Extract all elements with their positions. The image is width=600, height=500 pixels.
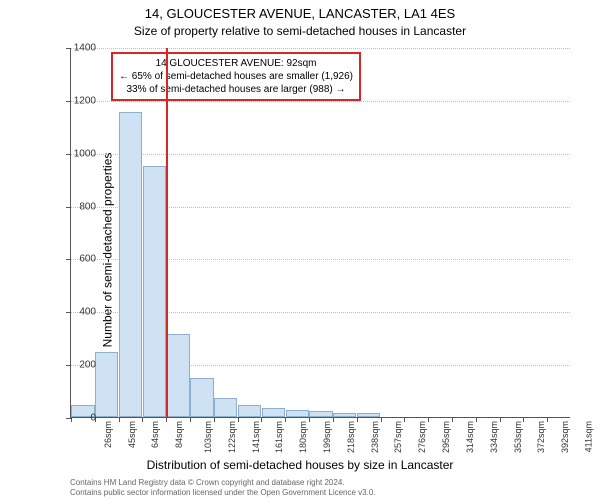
xtick-mark xyxy=(404,417,405,422)
xtick-mark xyxy=(500,417,501,422)
xtick-label: 199sqm xyxy=(322,421,332,453)
histogram-bar xyxy=(166,334,189,417)
xtick-mark xyxy=(190,417,191,422)
chart-subtitle: Size of property relative to semi-detach… xyxy=(0,23,600,38)
xtick-label: 334sqm xyxy=(489,421,499,453)
ytick-label: 0 xyxy=(36,413,96,424)
xtick-mark xyxy=(166,417,167,422)
chart-title: 14, GLOUCESTER AVENUE, LANCASTER, LA1 4E… xyxy=(0,0,600,23)
xtick-label: 353sqm xyxy=(513,421,523,453)
xtick-mark xyxy=(214,417,215,422)
xtick-mark xyxy=(119,417,120,422)
ytick-label: 1200 xyxy=(36,95,96,106)
xtick-label: 26sqm xyxy=(103,421,113,448)
histogram-bar xyxy=(119,112,142,417)
xtick-label: 141sqm xyxy=(251,421,261,453)
gridline xyxy=(71,154,570,155)
xtick-label: 276sqm xyxy=(417,421,427,453)
xtick-mark xyxy=(238,417,239,422)
xtick-mark xyxy=(142,417,143,422)
xtick-label: 238sqm xyxy=(370,421,380,453)
histogram-bar xyxy=(333,413,356,417)
xtick-label: 122sqm xyxy=(227,421,237,453)
histogram-bar xyxy=(214,398,237,417)
xtick-mark xyxy=(452,417,453,422)
annotation-line2: ← 65% of semi-detached houses are smalle… xyxy=(119,70,353,83)
xtick-label: 218sqm xyxy=(346,421,356,453)
xtick-label: 392sqm xyxy=(560,421,570,453)
ytick-label: 400 xyxy=(36,307,96,318)
xtick-label: 314sqm xyxy=(465,421,475,453)
property-marker-line xyxy=(166,48,168,417)
ytick-label: 200 xyxy=(36,360,96,371)
xtick-mark xyxy=(333,417,334,422)
chart-container: 14, GLOUCESTER AVENUE, LANCASTER, LA1 4E… xyxy=(0,0,600,500)
xtick-label: 295sqm xyxy=(441,421,451,453)
xtick-label: 372sqm xyxy=(536,421,546,453)
x-axis-label: Distribution of semi-detached houses by … xyxy=(0,458,600,472)
xtick-mark xyxy=(357,417,358,422)
xtick-mark xyxy=(476,417,477,422)
xtick-label: 180sqm xyxy=(298,421,308,453)
xtick-label: 411sqm xyxy=(583,421,593,452)
xtick-label: 84sqm xyxy=(174,421,184,448)
annotation-box: 14 GLOUCESTER AVENUE: 92sqm ← 65% of sem… xyxy=(111,52,361,101)
gridline xyxy=(71,101,570,102)
attribution: Contains HM Land Registry data © Crown c… xyxy=(70,478,570,497)
histogram-bar xyxy=(190,378,213,417)
xtick-mark xyxy=(547,417,548,422)
annotation-line1: 14 GLOUCESTER AVENUE: 92sqm xyxy=(119,57,353,70)
attribution-line1: Contains HM Land Registry data © Crown c… xyxy=(70,478,570,488)
annotation-line3: 33% of semi-detached houses are larger (… xyxy=(119,83,353,96)
xtick-mark xyxy=(309,417,310,422)
xtick-label: 103sqm xyxy=(203,421,213,453)
histogram-bar xyxy=(238,405,261,417)
attribution-line2: Contains public sector information licen… xyxy=(70,488,570,498)
ytick-label: 600 xyxy=(36,254,96,265)
ytick-label: 1400 xyxy=(36,43,96,54)
xtick-label: 64sqm xyxy=(150,421,160,448)
gridline xyxy=(71,48,570,49)
xtick-label: 257sqm xyxy=(394,421,404,453)
xtick-mark xyxy=(261,417,262,422)
plot-area: 14 GLOUCESTER AVENUE: 92sqm ← 65% of sem… xyxy=(70,48,570,418)
xtick-mark xyxy=(285,417,286,422)
xtick-label: 45sqm xyxy=(127,421,137,448)
xtick-label: 161sqm xyxy=(274,421,284,453)
xtick-mark xyxy=(523,417,524,422)
histogram-bar xyxy=(143,166,166,417)
ytick-label: 800 xyxy=(36,201,96,212)
xtick-mark xyxy=(381,417,382,422)
histogram-bar xyxy=(286,410,309,417)
xtick-mark xyxy=(428,417,429,422)
histogram-bar xyxy=(357,413,380,417)
ytick-label: 1000 xyxy=(36,148,96,159)
histogram-bar xyxy=(262,408,285,417)
histogram-bar xyxy=(309,411,332,417)
histogram-bar xyxy=(95,352,118,417)
